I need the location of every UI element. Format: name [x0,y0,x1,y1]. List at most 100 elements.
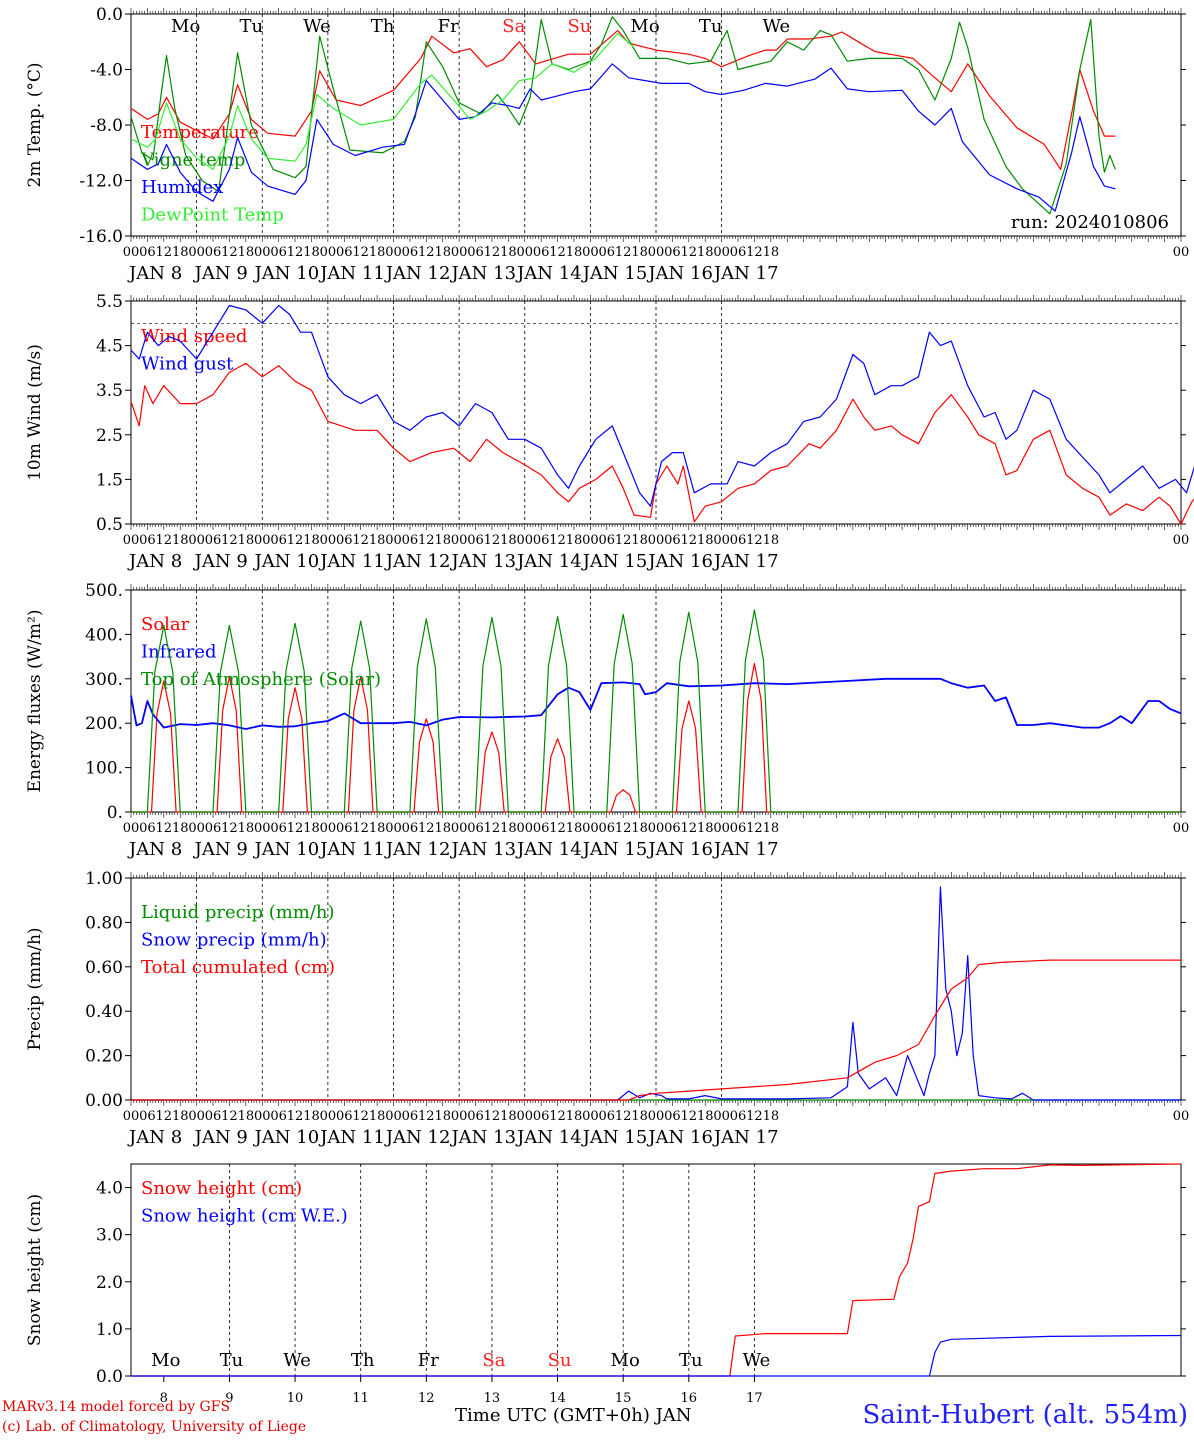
hour-tick-label: 12 [681,1109,698,1124]
day-label: JAN 14 [515,551,582,572]
day-label: JAN 13 [449,839,516,860]
y-tick-label: 1.5 [96,470,123,490]
hour-tick-label: 12 [484,533,501,548]
hour-tick-label: 12 [156,533,173,548]
series-line [130,362,1194,525]
y-axis-label: Snow height (cm) [25,1194,45,1346]
y-tick-label: 1.00 [85,869,123,889]
hour-tick-label: 06 [533,533,550,548]
hour-tick-label: 18 [303,821,320,836]
hour-tick-label: 18 [566,821,583,836]
day-label: JAN 14 [515,1127,582,1148]
y-tick-label: 300. [85,670,123,690]
hour-tick-label: 12 [156,1109,173,1124]
hour-tick-label: 06 [270,1109,287,1124]
hour-tick-label: 00 [516,533,533,548]
hour-tick-label: 18 [697,533,714,548]
day-label: JAN 10 [253,551,320,572]
series-line [131,959,1181,1101]
legend-entry: Snow precip (mm/h) [141,930,327,951]
hour-tick-label: 12 [287,821,304,836]
day-label: JAN 13 [449,551,516,572]
hour-tick-label: 06 [533,245,550,260]
hour-tick-label: 00 [385,1109,402,1124]
day-number: 15 [615,1391,632,1406]
lab-credit: (c) Lab. of Climatology, University of L… [2,1419,307,1435]
hour-tick-label: 18 [238,245,255,260]
hour-tick-label: 18 [369,821,386,836]
hour-tick-label: 12 [615,245,632,260]
hour-tick-label: 00 [582,1109,599,1124]
hour-tick-label: 18 [763,821,780,836]
weekday-label: Mo [611,1350,640,1371]
hour-tick-label: 06 [467,1109,484,1124]
hour-tick-label: 06 [664,245,681,260]
hour-tick-label: 18 [303,533,320,548]
y-tick-label: 100. [85,759,123,779]
weekday-label: Tu [240,16,264,37]
hour-tick-label: 12 [287,533,304,548]
day-label: JAN 15 [581,1127,648,1148]
y-axis-label: Energy fluxes (W/m²) [25,610,45,793]
hour-tick-label: 00 [451,1109,468,1124]
y-tick-label: -16.0 [79,227,123,247]
hour-tick-label: 06 [664,1109,681,1124]
hour-tick-label: 06 [533,1109,550,1124]
legend-entry: Snow height (cm W.E.) [141,1206,348,1227]
hour-tick-label: 00 [1173,245,1190,260]
y-tick-label: 200. [85,714,123,734]
legend-entry: Wind speed [141,326,247,347]
day-label: JAN 14 [515,263,582,284]
hour-tick-label: 00 [254,245,271,260]
hour-tick-label: 00 [1173,1109,1190,1124]
legend-entry: Total cumulated (cm) [141,957,335,978]
day-label: JAN 9 [193,839,248,860]
hour-tick-label: 18 [631,533,648,548]
weekday-label: Fr [438,16,459,37]
hour-tick-label: 18 [500,533,517,548]
hour-tick-label: 18 [566,1109,583,1124]
weekday-label: We [743,1350,771,1371]
hour-tick-label: 18 [763,533,780,548]
y-tick-label: -12.0 [79,172,123,192]
hour-tick-label: 06 [336,245,353,260]
day-number: 13 [484,1391,501,1406]
hour-tick-label: 18 [631,1109,648,1124]
hour-tick-label: 06 [599,533,616,548]
hour-tick-label: 12 [746,533,763,548]
hour-tick-label: 00 [648,245,665,260]
day-label: JAN 10 [253,263,320,284]
hour-tick-label: 00 [123,533,140,548]
day-label: JAN 15 [581,551,648,572]
hour-tick-label: 06 [336,1109,353,1124]
y-tick-label: 0.00 [85,1091,123,1111]
day-label: JAN 14 [515,839,582,860]
series-line [131,609,1181,813]
weekday-label: Th [371,16,395,37]
hour-tick-label: 00 [1173,533,1190,548]
hour-tick-label: 18 [434,533,451,548]
hour-tick-label: 18 [500,245,517,260]
legend-entry: Infrared [141,642,216,663]
hour-tick-label: 18 [697,1109,714,1124]
hour-tick-label: 00 [1173,821,1190,836]
hour-tick-label: 00 [516,245,533,260]
hour-tick-label: 12 [549,533,566,548]
day-label: JAN 12 [384,551,451,572]
hour-tick-label: 00 [451,245,468,260]
hour-tick-label: 12 [156,245,173,260]
legend-entry: Top of Atmosphere (Solar) [141,669,381,690]
hour-tick-label: 12 [615,1109,632,1124]
hour-tick-label: 06 [730,821,747,836]
hour-tick-label: 00 [648,1109,665,1124]
hour-tick-label: 06 [730,1109,747,1124]
hour-tick-label: 18 [172,245,189,260]
series-line [131,1163,1182,1377]
hour-tick-label: 06 [599,821,616,836]
hour-tick-label: 06 [402,533,419,548]
hour-tick-label: 18 [172,1109,189,1124]
hour-tick-label: 00 [188,533,205,548]
y-tick-label: 3.0 [96,1226,123,1246]
hour-tick-label: 00 [123,245,140,260]
y-tick-label: 3.5 [96,381,123,401]
